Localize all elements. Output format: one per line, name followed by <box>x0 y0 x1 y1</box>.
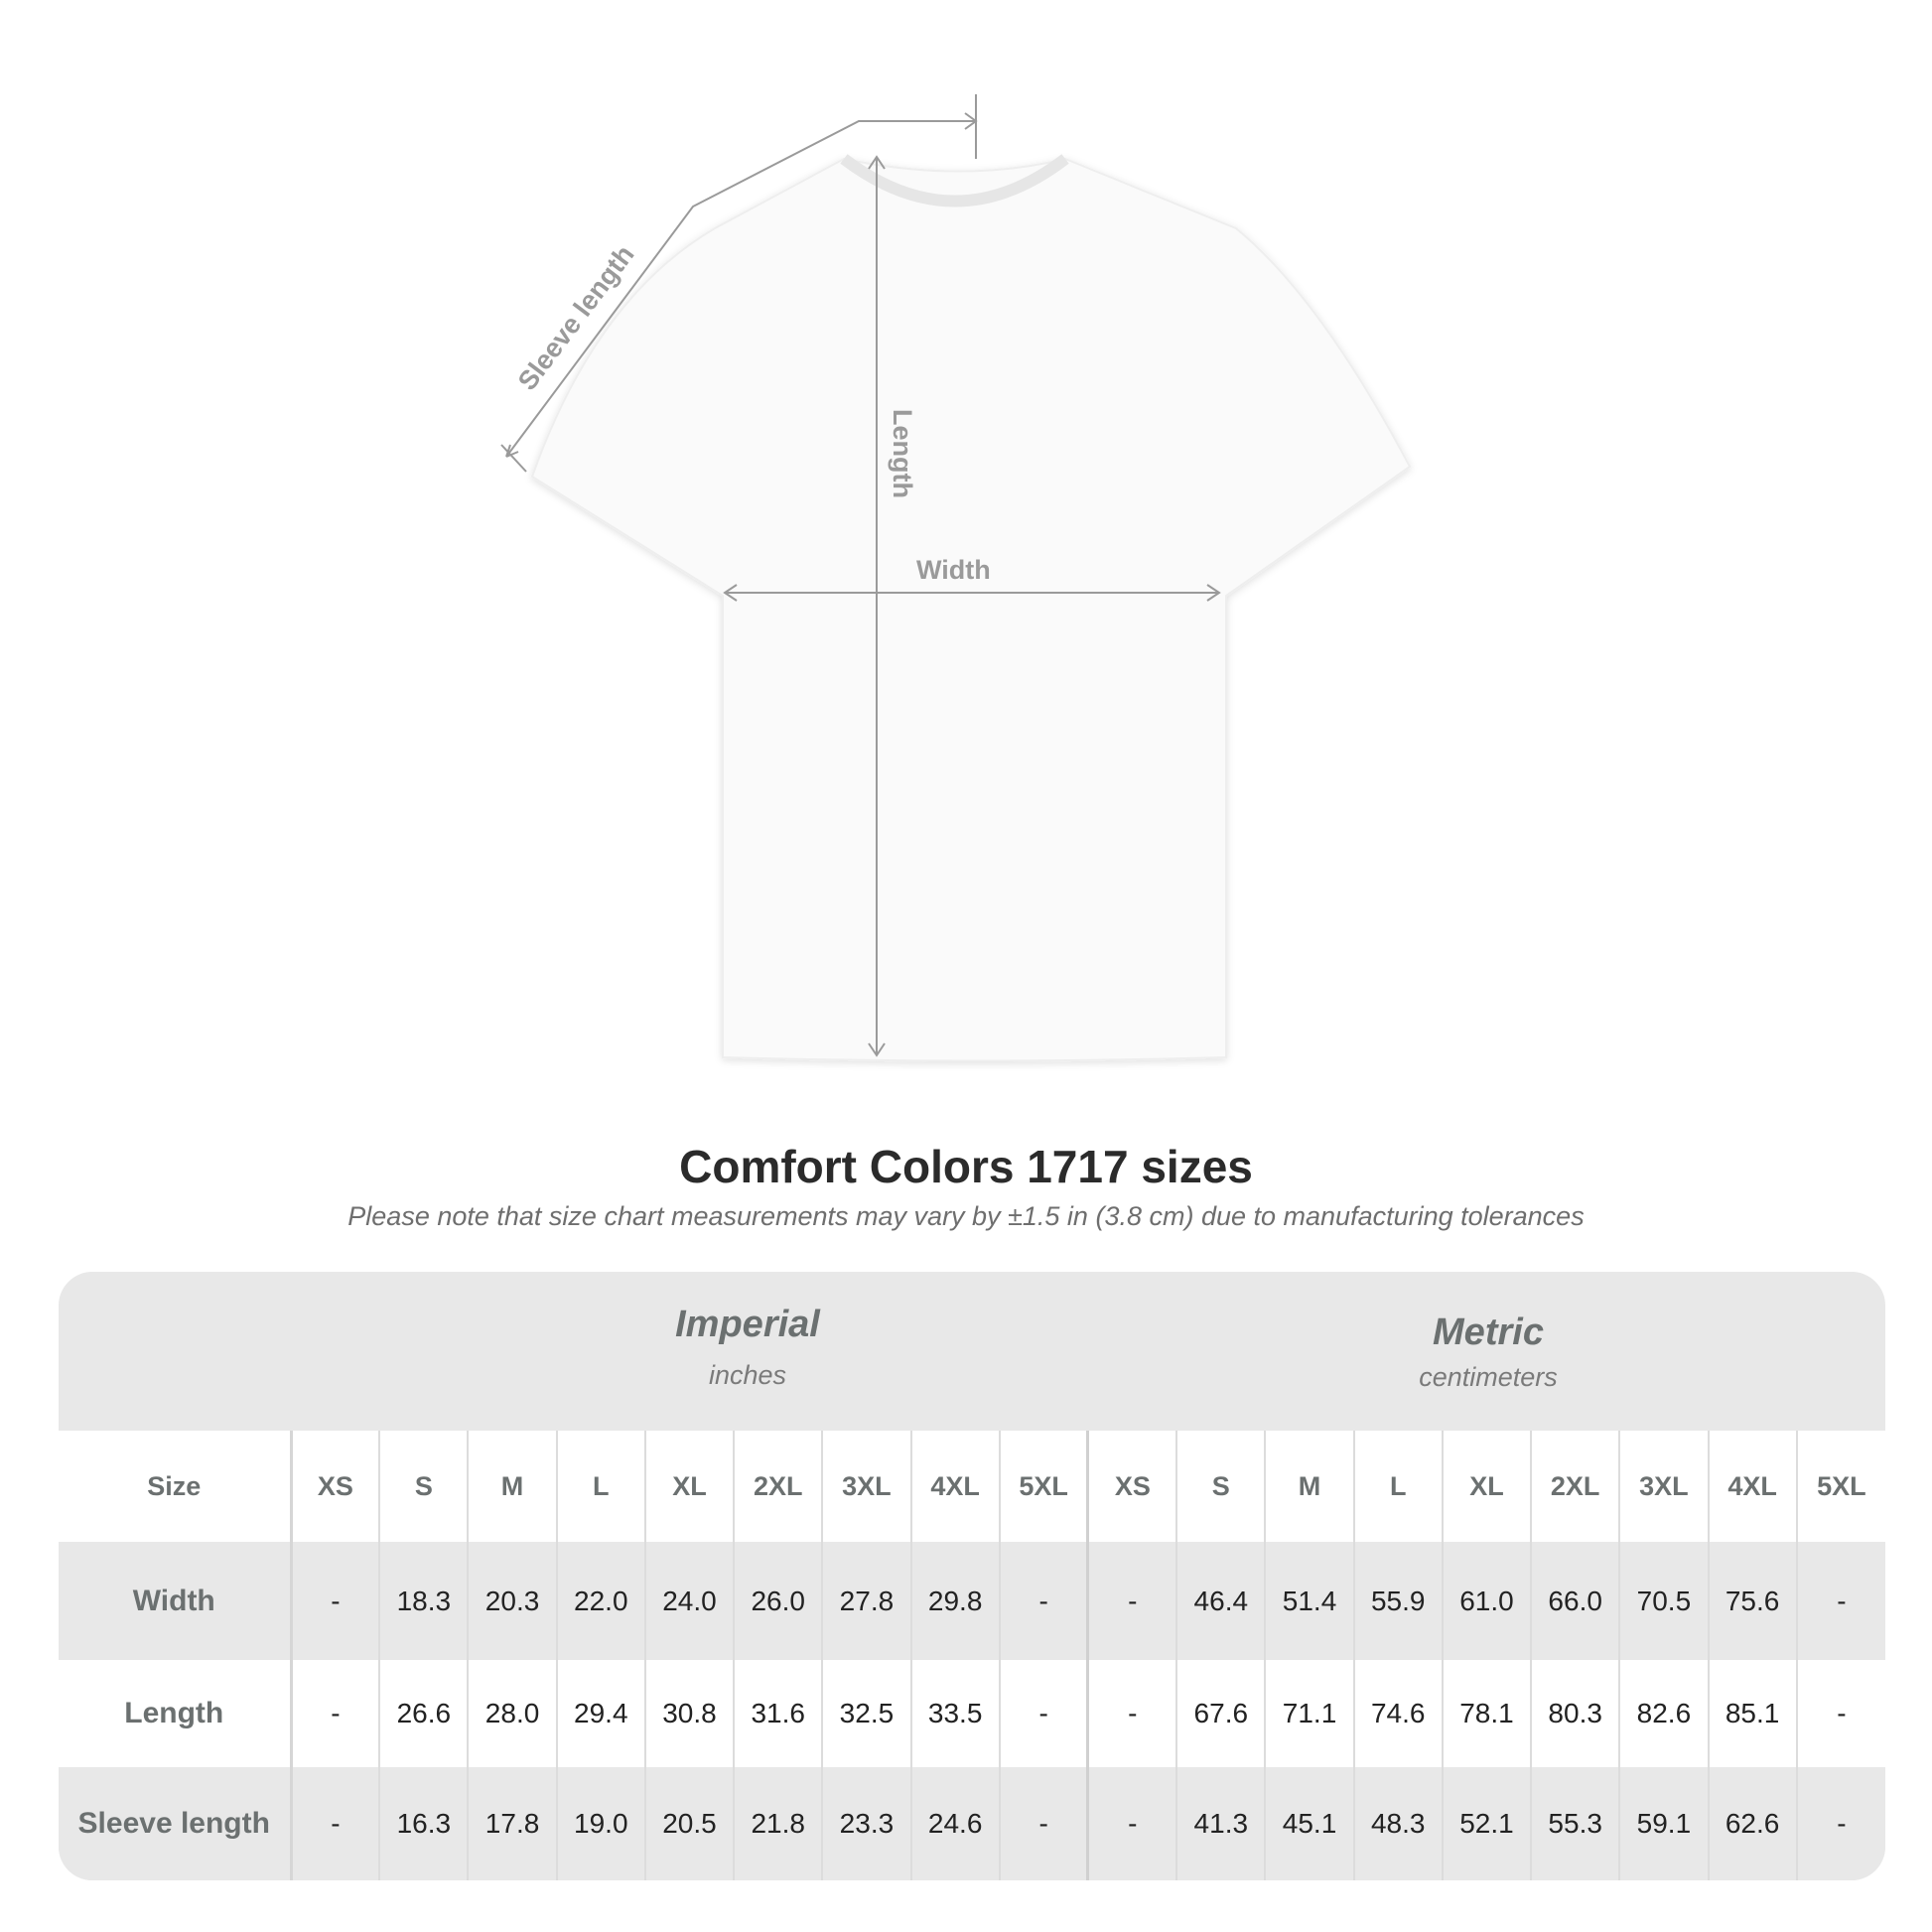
imperial-value: 33.5 <box>909 1660 1000 1767</box>
imperial-value: 24.6 <box>909 1767 1000 1880</box>
metric-size-header: 4XL <box>1707 1431 1797 1542</box>
metric-value: 48.3 <box>1352 1767 1443 1880</box>
metric-value: 52.1 <box>1441 1767 1532 1880</box>
imperial-value: 21.8 <box>733 1767 823 1880</box>
imperial-size-header: XS <box>289 1431 380 1542</box>
imperial-value: - <box>289 1767 380 1880</box>
imperial-size-header: 4XL <box>909 1431 1000 1542</box>
row-label: Length <box>59 1660 293 1767</box>
size-table: Imperial inches Metric centimeters Size X… <box>59 1272 1885 1880</box>
row-label: Width <box>59 1542 293 1660</box>
metric-header: Metric centimeters <box>1091 1311 1885 1393</box>
imperial-value: 22.0 <box>555 1542 645 1660</box>
metric-value: 62.6 <box>1707 1767 1797 1880</box>
metric-unit: centimeters <box>1419 1362 1558 1392</box>
imperial-value: 30.8 <box>643 1660 735 1767</box>
metric-size-header: S <box>1175 1431 1266 1542</box>
metric-value: 85.1 <box>1707 1660 1797 1767</box>
metric-value: 78.1 <box>1441 1660 1532 1767</box>
imperial-value: 29.4 <box>555 1660 645 1767</box>
imperial-size-header: 3XL <box>821 1431 911 1542</box>
metric-value: 45.1 <box>1264 1767 1354 1880</box>
imperial-value: 26.0 <box>733 1542 823 1660</box>
imperial-value: 20.3 <box>467 1542 557 1660</box>
length-measure-line <box>868 155 886 1057</box>
imperial-size-header: XL <box>643 1431 735 1542</box>
table-row: Length -26.6 28.0 29.4 30.8 31.6 32.5 33.5- -67.… <box>59 1660 1885 1767</box>
metric-size-header: 5XL <box>1795 1431 1885 1542</box>
size-label: Size <box>59 1431 293 1542</box>
imperial-value: 24.0 <box>643 1542 735 1660</box>
tshirt-diagram: Sleeve length Length Width <box>500 94 1412 1062</box>
imperial-size-header: M <box>467 1431 557 1542</box>
metric-value: - <box>1795 1660 1885 1767</box>
table-row: Sleeve length -16.3 17.8 19.0 20.5 21.8 23.3 24… <box>59 1767 1885 1880</box>
metric-value: 59.1 <box>1618 1767 1709 1880</box>
imperial-value: - <box>289 1660 380 1767</box>
metric-value: - <box>1086 1542 1177 1660</box>
imperial-header: Imperial inches <box>349 1304 1146 1391</box>
metric-value: - <box>1795 1542 1885 1660</box>
page-title: Comfort Colors 1717 sizes <box>679 1141 1253 1192</box>
metric-value: 66.0 <box>1530 1542 1620 1660</box>
metric-value: - <box>1086 1767 1177 1880</box>
imperial-value: 19.0 <box>555 1767 645 1880</box>
imperial-value: 16.3 <box>378 1767 469 1880</box>
imperial-value: 27.8 <box>821 1542 911 1660</box>
imperial-value: 18.3 <box>378 1542 469 1660</box>
imperial-value: - <box>998 1767 1088 1880</box>
imperial-value: 28.0 <box>467 1660 557 1767</box>
metric-value: 61.0 <box>1441 1542 1532 1660</box>
metric-size-header: M <box>1264 1431 1354 1542</box>
imperial-value: - <box>998 1660 1088 1767</box>
imperial-unit: inches <box>708 1360 787 1390</box>
table-row: Width -18.3 20.3 22.0 24.0 26.0 27.8 29.8- -46.4… <box>59 1542 1885 1660</box>
imperial-size-header: S <box>378 1431 469 1542</box>
width-measure-line <box>723 584 1221 602</box>
tshirt-shape <box>530 157 1412 1062</box>
imperial-heading: Imperial <box>675 1304 820 1345</box>
imperial-size-header: L <box>555 1431 645 1542</box>
imperial-value: 32.5 <box>821 1660 911 1767</box>
metric-value: - <box>1795 1767 1885 1880</box>
metric-value: - <box>1086 1660 1177 1767</box>
sleeve-measure-line <box>500 94 978 473</box>
metric-value: 80.3 <box>1530 1660 1620 1767</box>
metric-value: 67.6 <box>1175 1660 1266 1767</box>
metric-heading: Metric <box>1433 1311 1544 1353</box>
imperial-value: - <box>998 1542 1088 1660</box>
imperial-value: 20.5 <box>643 1767 735 1880</box>
metric-value: 41.3 <box>1175 1767 1266 1880</box>
metric-size-header: XL <box>1441 1431 1532 1542</box>
metric-value: 55.9 <box>1352 1542 1443 1660</box>
imperial-value: - <box>289 1542 380 1660</box>
imperial-value: 23.3 <box>821 1767 911 1880</box>
imperial-value: 29.8 <box>909 1542 1000 1660</box>
imperial-value: 26.6 <box>378 1660 469 1767</box>
metric-size-header: 3XL <box>1618 1431 1709 1542</box>
length-label: Length <box>888 409 917 498</box>
tolerance-note: Please note that size chart measurements… <box>347 1201 1585 1231</box>
metric-size-header: L <box>1352 1431 1443 1542</box>
imperial-value: 31.6 <box>733 1660 823 1767</box>
metric-value: 75.6 <box>1707 1542 1797 1660</box>
metric-size-header: 2XL <box>1530 1431 1620 1542</box>
metric-value: 46.4 <box>1175 1542 1266 1660</box>
metric-value: 51.4 <box>1264 1542 1354 1660</box>
metric-value: 82.6 <box>1618 1660 1709 1767</box>
imperial-size-header: 5XL <box>998 1431 1088 1542</box>
size-header-row: Size XS S M L XL 2XL 3XL 4XL 5XL XS S M L XL 2XL 3XL 4XL 5… <box>59 1431 1885 1542</box>
metric-value: 70.5 <box>1618 1542 1709 1660</box>
size-grid: Size XS S M L XL 2XL 3XL 4XL 5XL XS S M L XL 2XL 3XL 4XL 5… <box>59 1431 1885 1880</box>
metric-value: 55.3 <box>1530 1767 1620 1880</box>
metric-value: 74.6 <box>1352 1660 1443 1767</box>
imperial-size-header: 2XL <box>733 1431 823 1542</box>
metric-value: 71.1 <box>1264 1660 1354 1767</box>
imperial-value: 17.8 <box>467 1767 557 1880</box>
row-label: Sleeve length <box>59 1767 293 1880</box>
width-label: Width <box>916 555 991 585</box>
metric-size-header: XS <box>1086 1431 1177 1542</box>
